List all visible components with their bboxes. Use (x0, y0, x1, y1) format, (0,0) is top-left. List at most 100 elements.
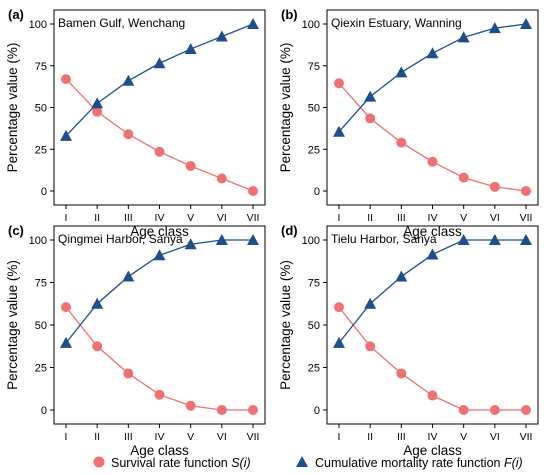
survival-point (458, 405, 469, 415)
y-tick-label: 50 (308, 320, 320, 332)
x-tick-label: IV (155, 212, 165, 224)
x-tick-label: VI (217, 212, 227, 224)
y-tick-label: 25 (308, 363, 320, 375)
survival-point (396, 368, 407, 379)
mortality-point (91, 97, 104, 109)
survival-point (185, 160, 196, 171)
panel-title: Tielu Harbor, Sanya (331, 232, 437, 246)
survival-point (365, 113, 376, 124)
mortality-point (395, 270, 408, 282)
mortality-point (457, 31, 470, 43)
legend: Survival rate function S(i) Cumulative m… (93, 456, 523, 470)
legend-survival-italic: S(i) (231, 456, 250, 470)
x-tick-label: III (124, 431, 133, 443)
survival-point (154, 146, 165, 157)
mortality-point (247, 18, 259, 29)
panel-label: (d) (281, 223, 298, 238)
survival-point (92, 341, 103, 352)
survival-point (521, 186, 531, 196)
legend-survival-label: Survival rate function (111, 456, 231, 470)
survival-point (458, 172, 469, 183)
x-axis-title: Age class (130, 224, 189, 239)
legend-survival-text: Survival rate function S(i) (111, 456, 251, 470)
mortality-point (215, 30, 228, 42)
y-tick-label: 75 (35, 278, 47, 290)
survival-point (489, 181, 500, 192)
survival-point (216, 173, 227, 184)
y-tick-label: 25 (308, 144, 320, 156)
mortality-point (184, 43, 197, 55)
survival-point (123, 368, 134, 379)
y-axis-title: Percentage value (%) (5, 260, 20, 390)
x-tick-label: III (397, 212, 406, 224)
x-tick-label: VI (490, 212, 500, 224)
y-tick-label: 50 (308, 103, 320, 115)
mortality-point (60, 129, 72, 141)
survival-point (92, 106, 103, 117)
x-tick-label: III (124, 212, 133, 224)
y-axis-title: Percentage value (%) (278, 260, 293, 390)
x-tick-label: IV (155, 431, 165, 443)
x-tick-label: I (65, 212, 68, 224)
panel-label: (a) (8, 7, 24, 22)
y-tick-label: 75 (308, 278, 320, 290)
y-tick-label: 100 (302, 19, 320, 31)
x-tick-label: I (338, 431, 341, 443)
x-tick-label: V (187, 431, 194, 443)
survival-point (216, 405, 227, 415)
survival-point (154, 389, 165, 400)
survival-point (61, 74, 71, 85)
y-tick-label: 100 (29, 19, 47, 31)
legend-mortality-italic: F(i) (504, 456, 523, 470)
survival-line (65, 78, 254, 192)
x-tick-label: VI (490, 431, 500, 443)
x-tick-label: VII (520, 431, 533, 443)
survival-point (521, 405, 531, 415)
mortality-point (488, 22, 501, 34)
survival-point (334, 302, 344, 313)
x-tick-label: VII (247, 212, 260, 224)
plot-frame (53, 9, 266, 206)
mortality-point (364, 90, 377, 102)
mortality-point (184, 238, 197, 250)
legend-mortality-marker (296, 456, 308, 467)
mortality-point (426, 248, 439, 260)
y-tick-label: 75 (35, 61, 47, 73)
mortality-point (333, 125, 345, 137)
survival-point (248, 186, 258, 196)
y-tick-label: 25 (35, 363, 47, 375)
mortality-point (364, 297, 377, 309)
x-tick-label: V (460, 431, 467, 443)
survival-point (365, 341, 376, 352)
y-tick-label: 0 (314, 405, 320, 417)
survival-point (123, 129, 134, 140)
plot-frame (326, 9, 539, 206)
x-tick-label: VI (217, 431, 227, 443)
legend-survival-marker (93, 456, 105, 468)
x-axis-title: Age class (403, 224, 462, 239)
x-tick-label: II (367, 431, 373, 443)
x-axis-title: Age class (130, 443, 189, 458)
x-tick-label: II (367, 212, 373, 224)
x-tick-label: I (65, 431, 68, 443)
x-tick-label: VII (247, 431, 260, 443)
mortality-point (520, 18, 532, 29)
y-tick-label: 0 (314, 186, 320, 198)
x-tick-label: I (338, 212, 341, 224)
mortality-point (60, 336, 72, 348)
y-tick-label: 50 (35, 320, 47, 332)
y-axis-title: Percentage value (%) (5, 43, 20, 173)
survival-point (489, 405, 500, 415)
mortality-point (488, 234, 501, 245)
mortality-point (153, 57, 166, 69)
x-tick-label: IV (428, 431, 438, 443)
mortality-point (122, 74, 135, 86)
survival-point (248, 405, 258, 415)
survival-point (334, 78, 344, 89)
survival-point (185, 400, 196, 411)
x-tick-label: IV (428, 212, 438, 224)
